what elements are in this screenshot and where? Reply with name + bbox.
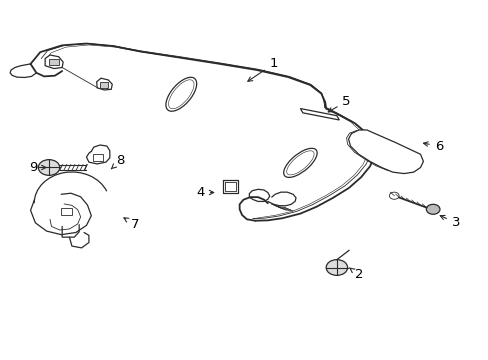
Ellipse shape: [283, 148, 317, 177]
Text: 6: 6: [423, 140, 442, 153]
FancyBboxPatch shape: [93, 154, 103, 161]
FancyBboxPatch shape: [61, 208, 72, 215]
Text: 3: 3: [439, 215, 459, 229]
Polygon shape: [97, 78, 112, 90]
Circle shape: [325, 260, 347, 275]
Polygon shape: [300, 109, 339, 120]
Text: 5: 5: [327, 95, 350, 112]
Text: 1: 1: [247, 57, 277, 81]
Text: 7: 7: [123, 218, 139, 231]
Text: 9: 9: [29, 161, 46, 174]
FancyBboxPatch shape: [49, 59, 59, 65]
FancyBboxPatch shape: [100, 82, 108, 88]
Text: 2: 2: [349, 268, 362, 281]
Circle shape: [388, 192, 398, 199]
Ellipse shape: [168, 80, 194, 109]
Text: 4: 4: [196, 186, 213, 199]
Polygon shape: [348, 130, 423, 174]
Ellipse shape: [286, 151, 313, 175]
Circle shape: [426, 204, 439, 214]
Ellipse shape: [165, 77, 196, 111]
Polygon shape: [45, 55, 63, 68]
Text: 8: 8: [111, 154, 124, 169]
Circle shape: [38, 159, 60, 175]
